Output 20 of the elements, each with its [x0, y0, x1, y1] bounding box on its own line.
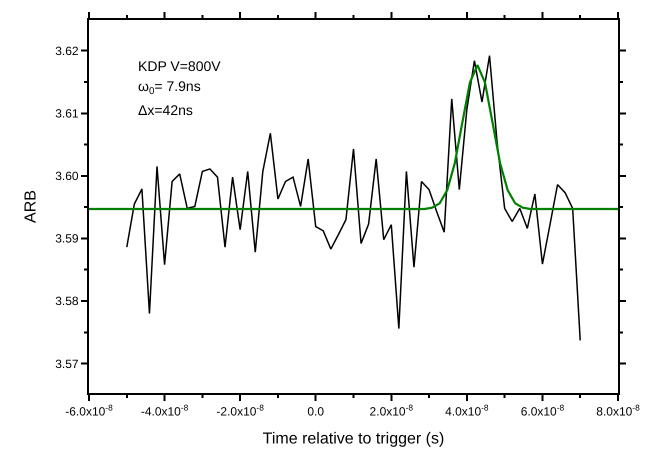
x-tick-label: 0.0: [307, 404, 324, 418]
annotation: ω$_{0}$= 7.9ns: [138, 78, 201, 97]
y-tick-label: 3.58: [55, 294, 79, 308]
x-tick-label: -2.0x10$^{-8}$: [216, 402, 264, 418]
y-tick-label: 3.57: [55, 356, 79, 371]
x-tick-label: 8.0x10$^{-8}$: [596, 402, 640, 418]
x-tick-label: 6.0x10$^{-8}$: [520, 402, 565, 418]
x-axis-title: Time relative to trigger (s): [262, 430, 444, 448]
annotation: Δx=42ns: [138, 102, 193, 118]
y-tick-label: 3.62: [55, 44, 79, 58]
y-tick-label: 3.60: [55, 169, 79, 184]
y-axis-title: ARB: [22, 190, 40, 223]
y-tick-label: 3.59: [55, 232, 79, 246]
x-tick-label: -4.0x10$^{-8}$: [140, 402, 189, 418]
line-series: [126, 54, 581, 342]
x-tick-label: 4.0x10$^{-8}$: [445, 402, 489, 418]
annotation: KDP V=800V: [138, 58, 222, 74]
x-tick-label: -6.0x10$^{-8}$: [65, 402, 114, 418]
x-tick-label: 2.0x10$^{-8}$: [370, 402, 414, 418]
y-tick-label: 3.61: [55, 106, 79, 120]
